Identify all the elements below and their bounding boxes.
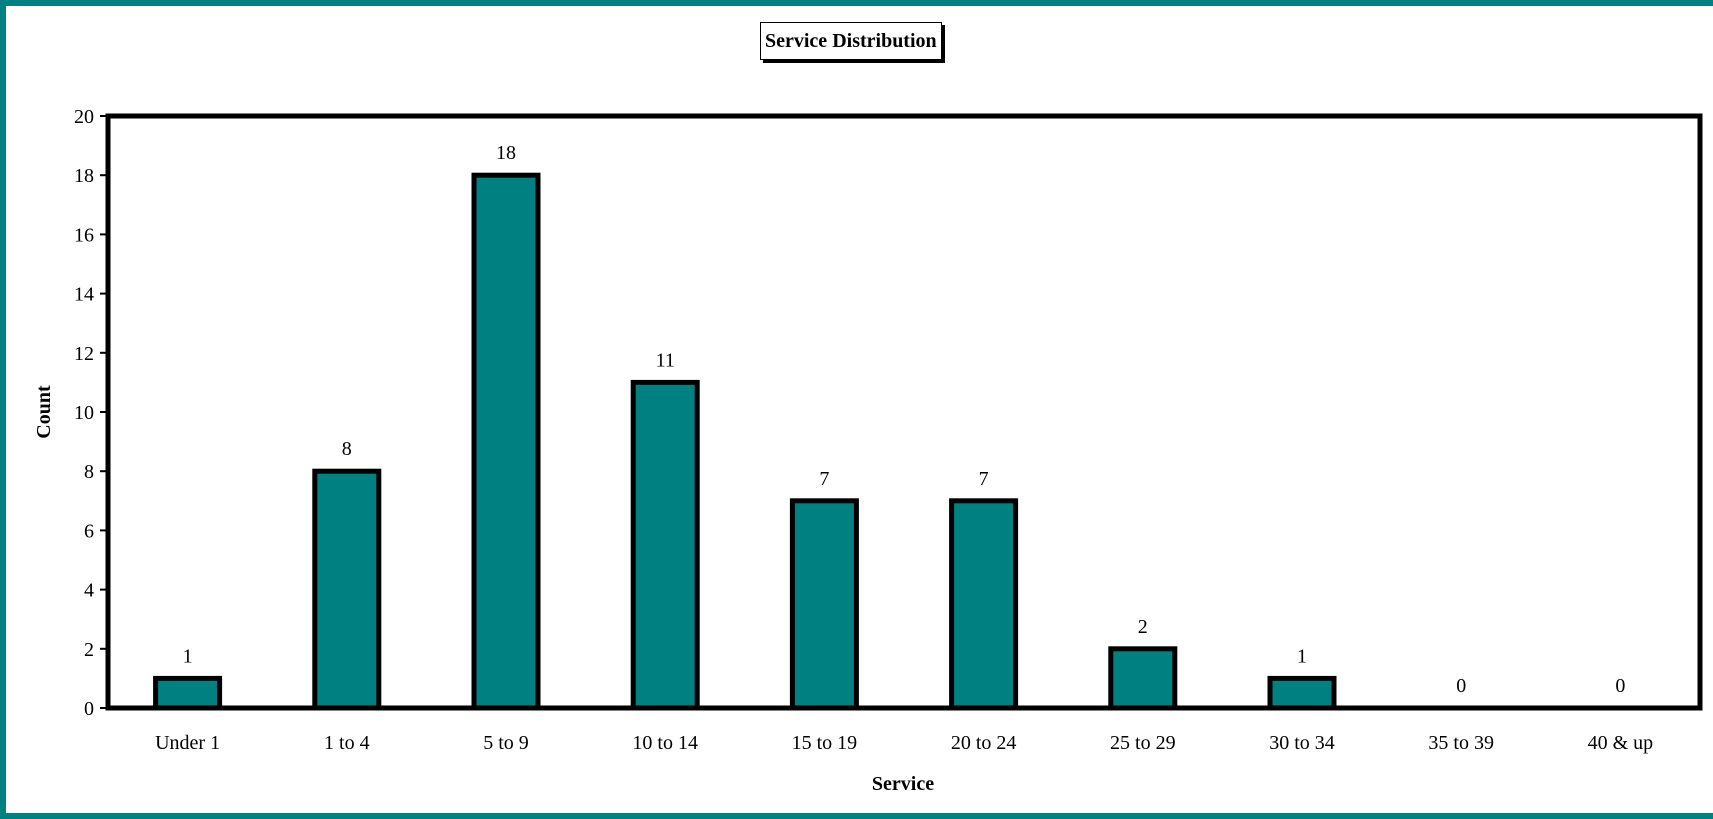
y-tick-label: 18 [74,165,94,187]
bar [1108,646,1178,711]
data-label: 11 [656,349,675,371]
data-label: 2 [1138,616,1148,638]
y-tick-label: 2 [84,639,94,661]
y-tick-label: 0 [84,698,94,720]
bar [630,379,700,711]
bar [153,675,223,711]
bar [312,468,382,711]
data-label: 7 [979,468,989,490]
data-label: 18 [496,142,516,164]
y-axis-label: Count [33,385,55,439]
data-label: 0 [1456,675,1466,697]
x-tick-label: Under 1 [155,732,220,754]
bar [789,498,859,711]
y-tick-label: 8 [84,461,94,483]
x-axis-ticks: Under 1 1 to 4 5 to 9 10 to 14 15 to 19 20 to… [155,732,1653,754]
x-tick-label: 15 to 19 [792,732,858,754]
y-tick-label: 14 [74,284,94,306]
data-label: 0 [1615,675,1625,697]
data-label: 1 [1297,645,1307,667]
x-axis-label: Service [872,773,934,795]
x-tick-label: 35 to 39 [1428,732,1494,754]
x-tick-label: 5 to 9 [483,732,529,754]
y-tick-label: 20 [74,106,94,128]
y-tick-label: 16 [74,224,94,246]
bar [949,498,1019,711]
bar [471,172,541,711]
y-tick-label: 12 [74,343,94,365]
y-tick-label: 10 [74,402,94,424]
chart-title: Service Distribution [760,22,942,60]
x-tick-label: 40 & up [1588,732,1654,754]
x-tick-label: 1 to 4 [324,732,370,754]
x-tick-label: 10 to 14 [632,732,698,754]
y-tick-label: 6 [84,520,94,542]
x-tick-label: 20 to 24 [951,732,1017,754]
x-tick-label: 25 to 29 [1110,732,1176,754]
y-tick-label: 4 [84,580,94,602]
data-label: 7 [819,468,829,490]
data-label: 8 [342,438,352,460]
y-axis-ticks: 0 2 4 6 8 10 12 14 16 18 20 [74,106,108,720]
x-tick-label: 30 to 34 [1269,732,1335,754]
bar [1267,675,1337,711]
data-label: 1 [183,645,193,667]
bars [153,172,1337,711]
